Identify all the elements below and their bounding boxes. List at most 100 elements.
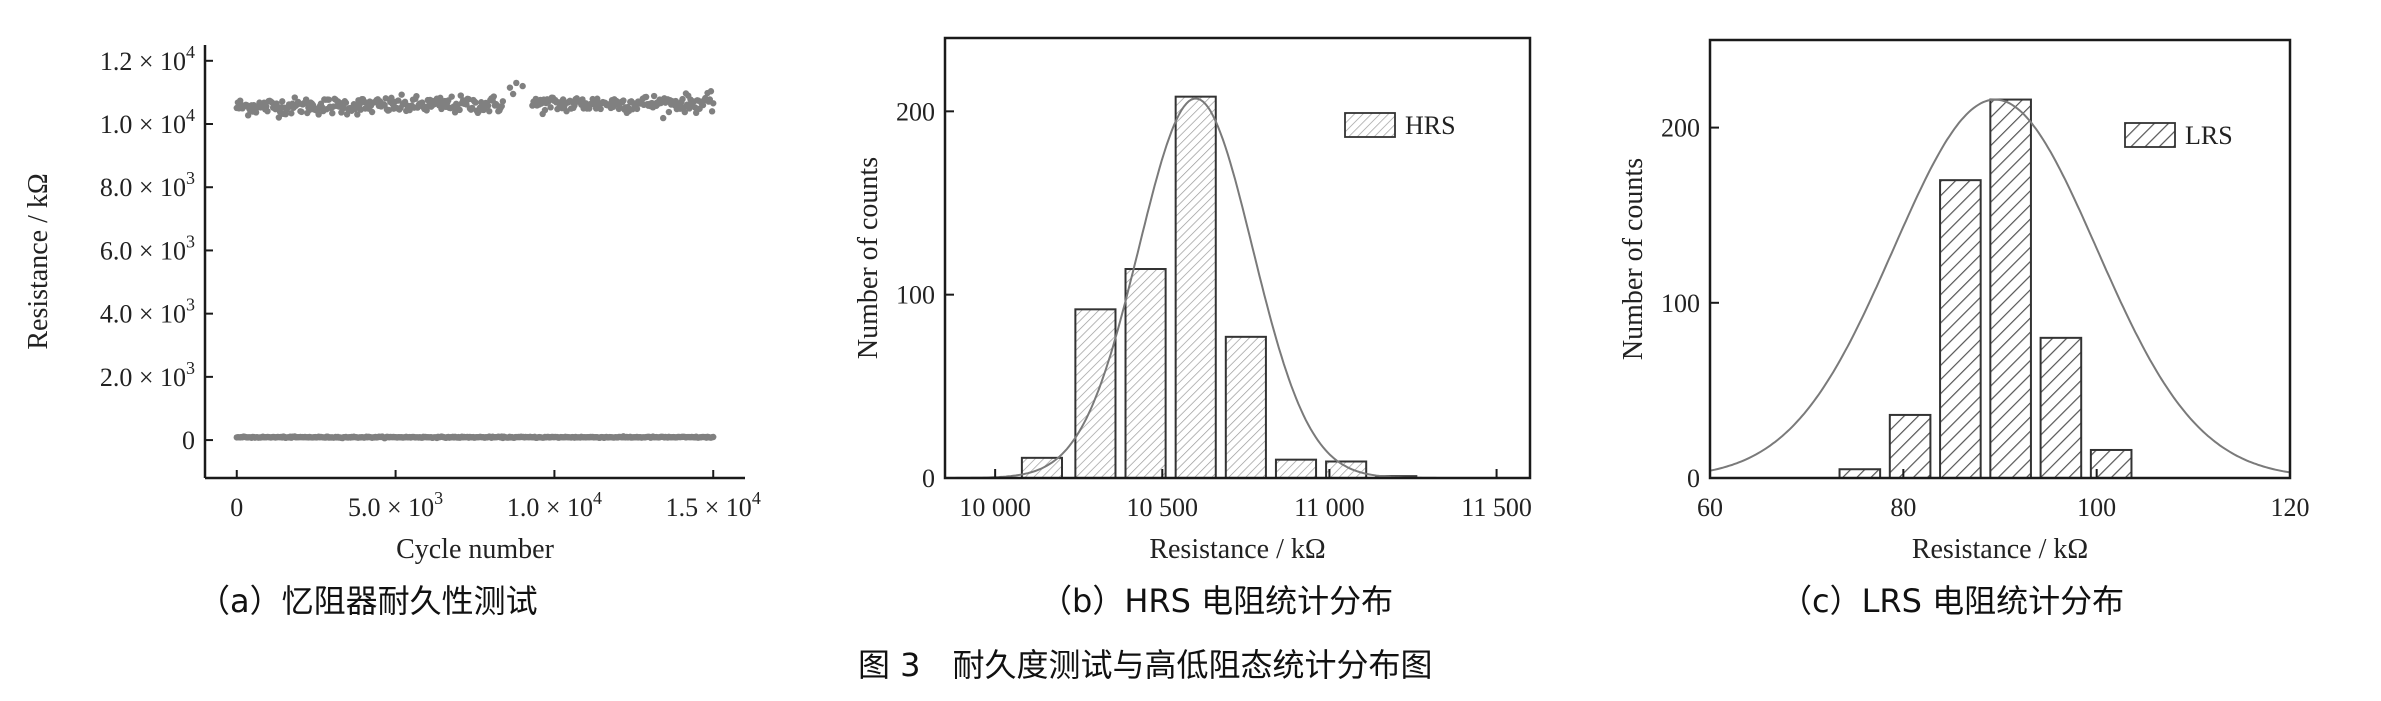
figure-caption: 图 3 耐久度测试与高低阻态统计分布图 [858,646,1433,684]
panel-b-caption: （b）HRS 电阻统计分布 [1040,582,1393,620]
y-axis-title: Resistance / kΩ [23,173,54,349]
panel-a-caption: （a）忆阻器耐久性测试 [198,582,538,620]
histogram-bar [1888,413,1932,480]
panel-c-lrs-histogram: 0 100 200 60 80 100 120 Resistance / kΩ Number o… [1618,38,2310,565]
hrs-point [398,91,405,98]
hrs-point [486,107,493,115]
plot-frame [1708,38,2292,480]
x-tick-label: 1.0 × 104 [507,488,602,522]
hrs-point [708,108,716,115]
x-tick-label: 11 000 [1294,493,1365,522]
histogram-bar [1939,179,1982,479]
hrs-point [490,93,497,100]
legend-swatch [1344,112,1396,138]
panel-a-endurance-chart: 0 2.0 × 103 4.0 × 103 6.0 × 103 8.0 × 103 1.0… [23,42,761,565]
y-tick-label: 0 [1687,464,1700,493]
hrs-outlier-point [509,90,517,98]
hrs-point [302,96,310,103]
x-axis-title: Resistance / kΩ [1149,534,1325,565]
hrs-point [291,94,298,101]
histogram-bar [1074,308,1117,480]
x-tick-label: 60 [1697,493,1723,522]
y-axis-title: Number of counts [1618,158,1649,360]
hrs-point [343,111,351,118]
hrs-point [665,108,673,116]
hrs-point [707,88,715,95]
y-tick-label: 200 [896,97,935,126]
hrs-point [650,92,658,100]
histogram-bar [1838,468,1882,479]
hrs-point [382,95,389,102]
histogram-bar [2039,336,2083,479]
gaussian-fit-curve [1709,98,2291,474]
hrs-point [642,93,650,101]
hrs-point [448,93,455,100]
hrs-point [252,109,260,116]
y-tick-label: 4.0 × 103 [100,295,195,329]
histogram-bar [1325,460,1368,479]
hrs-point [264,107,271,115]
legend-label: LRS [2185,121,2233,150]
hrs-outlier-point [513,79,520,87]
x-tick-label: 1.5 × 104 [666,488,761,522]
y-tick-label: 0 [922,464,935,493]
y-tick-label: 2.0 × 103 [100,358,195,392]
histogram-bar [1274,458,1318,479]
hrs-outlier-point [506,84,514,91]
y-tick-label: 1.0 × 104 [100,105,195,139]
histogram-bar [1174,95,1217,480]
hrs-point [315,111,322,118]
y-tick-label: 100 [1661,289,1700,318]
panel-c-caption: （c）LRS 电阻统计分布 [1780,582,2124,620]
hrs-outlier-point [519,82,526,90]
hrs-point [423,107,430,114]
panel-b-hrs-histogram: 0 100 200 10 000 10 500 11 000 11 500 Resistanc… [853,36,1532,565]
hrs-point [681,108,689,116]
hrs-point [468,104,476,112]
x-tick-label: 10 000 [959,493,1031,522]
y-tick-label: 0 [182,426,195,455]
x-tick-label: 0 [230,493,243,522]
hrs-point [413,92,420,100]
y-tick-label: 100 [896,281,935,310]
hrs-point [325,96,333,103]
y-tick-label: 1.2 × 104 [100,42,195,76]
lrs-point [710,433,717,441]
hrs-point [484,102,492,109]
hrs-point [498,102,505,110]
x-tick-label: 120 [2271,493,2310,522]
hrs-point [368,108,376,116]
plot-frame [943,36,1532,480]
x-tick-label: 80 [1890,493,1916,522]
hrs-point [679,95,686,103]
hrs-point [597,105,604,113]
hrs-point [275,114,283,121]
hrs-point [306,106,313,114]
hrs-point [354,111,361,118]
hrs-point [547,104,554,111]
hrs-point [288,110,295,117]
hrs-point [457,92,464,99]
hrs-point [660,114,667,122]
y-axis-title: Number of counts [853,157,884,359]
hrs-point [456,106,463,114]
hrs-point [499,98,507,105]
x-tick-label: 5.0 × 103 [348,488,443,522]
hrs-point [620,97,627,104]
hrs-point [279,98,286,105]
hrs-point [541,106,549,114]
hrs-point [472,99,479,106]
histogram-bar [1989,98,2032,480]
hrs-point [710,100,717,107]
x-tick-label: 100 [2077,493,2116,522]
hrs-point [342,99,350,106]
x-tick-label: 11 500 [1461,493,1532,522]
hrs-point [298,108,305,116]
hrs-point [633,105,641,113]
y-tick-label: 8.0 × 103 [100,168,195,202]
x-axis-title: Cycle number [396,534,555,565]
legend-label: HRS [1405,111,1456,140]
histogram-bar [1124,268,1167,479]
hrs-point [329,109,336,117]
